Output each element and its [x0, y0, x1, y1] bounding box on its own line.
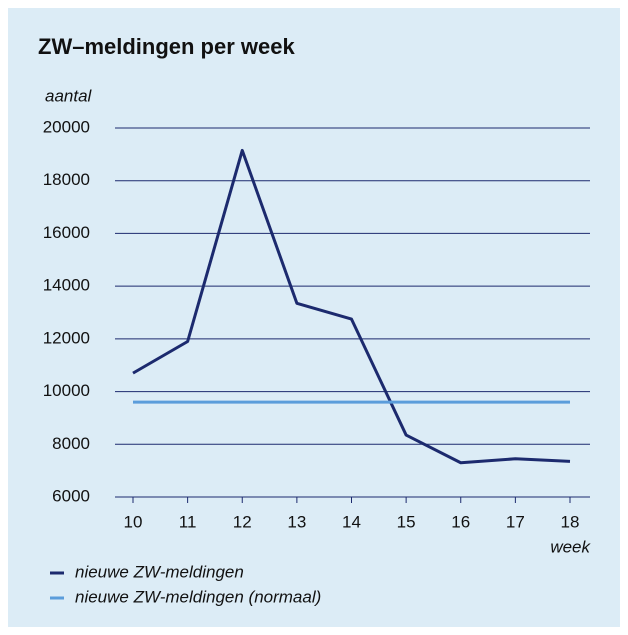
x-tick-label: 17: [506, 512, 525, 531]
x-tick-label: 16: [451, 512, 470, 531]
x-tick-label: 11: [179, 512, 197, 531]
y-axis-label: aantal: [45, 86, 93, 105]
x-tick-label: 14: [342, 512, 361, 531]
y-tick-label: 10000: [43, 381, 90, 400]
x-tick-label: 18: [561, 512, 580, 531]
y-tick-label: 18000: [43, 170, 90, 189]
y-tick-label: 20000: [43, 117, 90, 136]
y-tick-label: 8000: [52, 434, 90, 453]
x-tick-label: 15: [397, 512, 416, 531]
y-tick-label: 16000: [43, 223, 90, 242]
legend-label: nieuwe ZW-meldingen (normaal): [75, 587, 321, 606]
series-line: [132, 148, 571, 465]
x-tick-label: 12: [233, 512, 252, 531]
chart-title: ZW–meldingen per week: [38, 34, 295, 59]
y-tick-label: 14000: [43, 276, 90, 295]
x-axis-label: week: [550, 537, 591, 556]
y-tick-label: 12000: [43, 328, 90, 347]
x-tick-label: 13: [287, 512, 306, 531]
x-tick-label: 10: [124, 512, 143, 531]
y-tick-label: 6000: [52, 486, 90, 505]
background: [8, 8, 620, 627]
legend-label: nieuwe ZW-meldingen: [75, 562, 244, 581]
